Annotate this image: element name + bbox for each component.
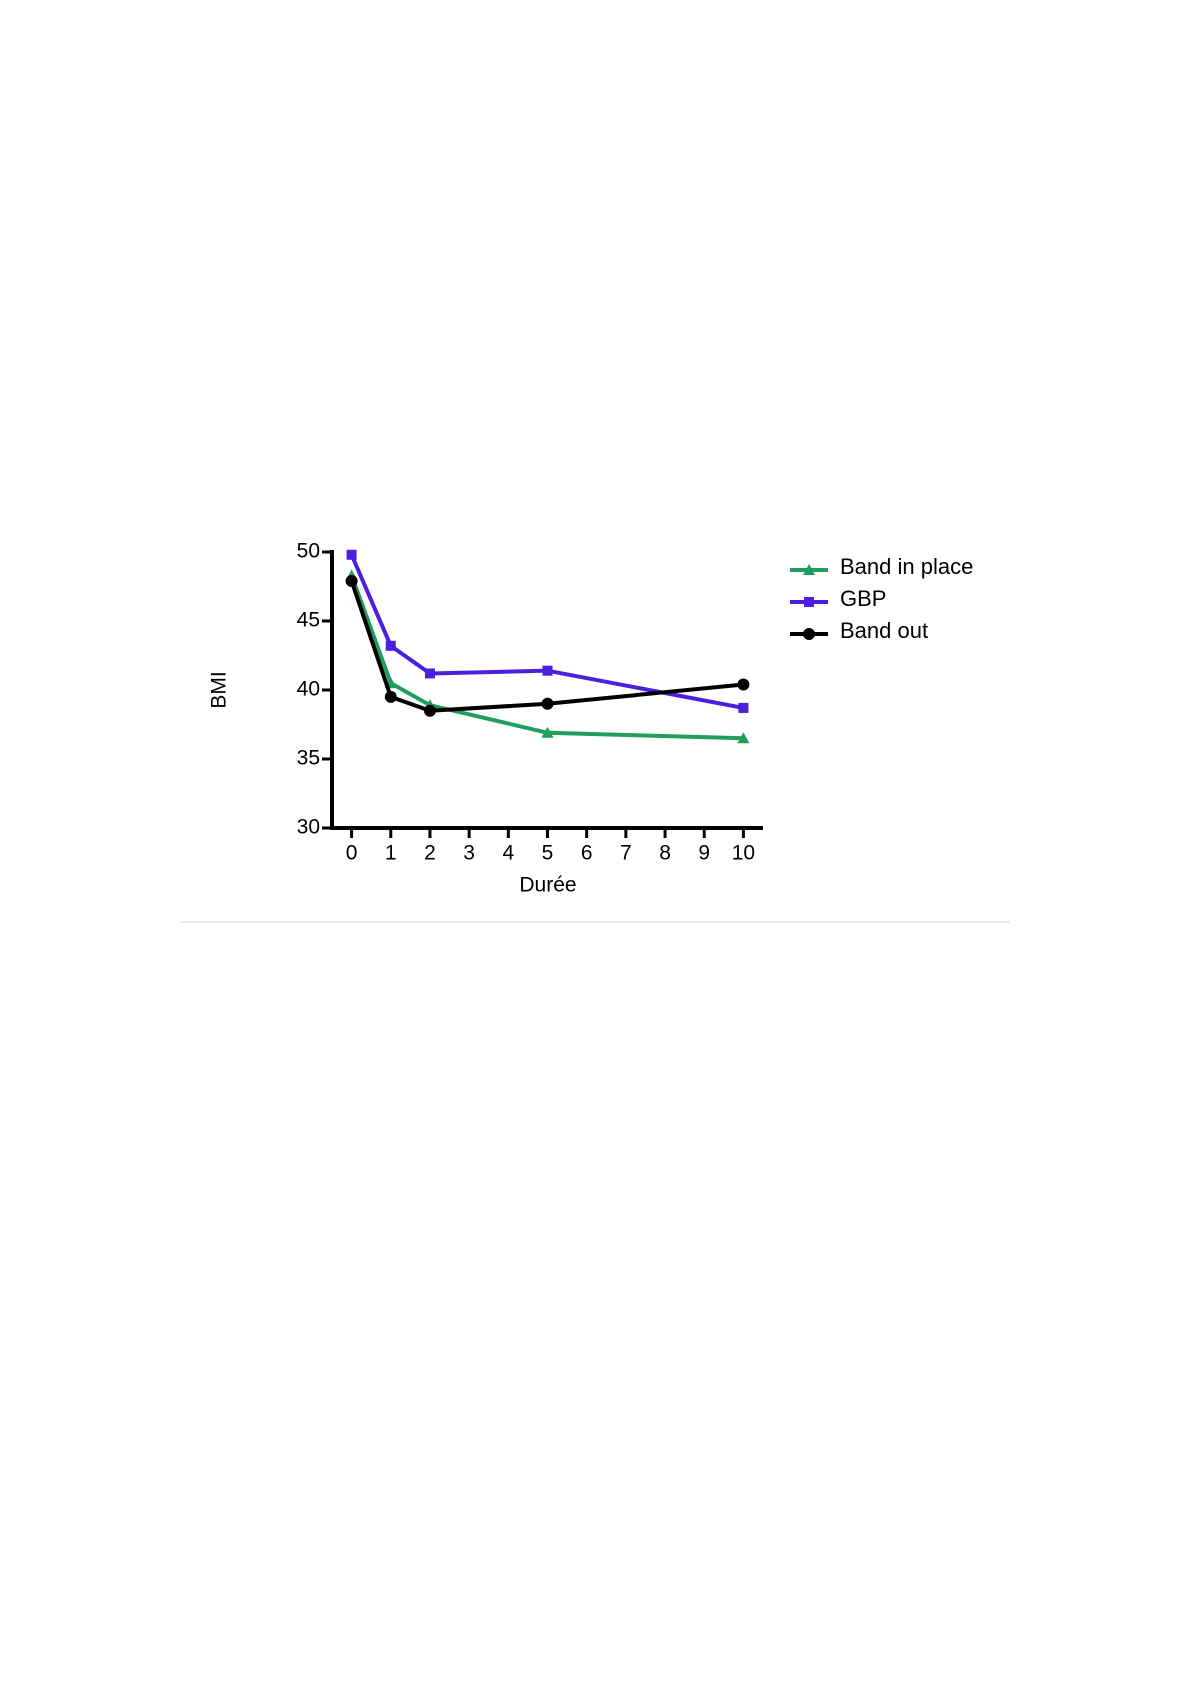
marker [738,702,749,713]
y-tick-label: 40 [297,678,320,701]
legend-marker [803,564,815,575]
y-tick-label: 45 [297,609,320,632]
series-line [349,580,744,713]
marker [541,726,554,738]
x-tick-label: 2 [424,842,436,865]
legend-label: Band out [840,618,928,643]
x-tick-label: 5 [542,842,554,865]
x-tick-label: 0 [346,842,358,865]
x-tick-label: 3 [463,842,475,865]
series-line [349,553,744,710]
x-tick-label: 1 [385,842,397,865]
x-axis-label: Durée [519,874,576,897]
legend-label: Band in place [840,554,973,579]
legend-marker [804,597,814,607]
x-tick-label: 7 [620,842,632,865]
marker [541,697,554,710]
y-tick-label: 35 [297,747,320,770]
marker [424,668,435,679]
x-tick-label: 6 [581,842,593,865]
y-tick-label: 50 [297,540,320,563]
marker [542,665,553,676]
x-tick-label: 10 [732,842,755,865]
y-tick-label: 30 [297,816,320,839]
marker [346,549,357,560]
marker [423,704,436,717]
legend-label: GBP [840,586,886,611]
series-line [349,574,744,741]
marker [345,574,358,587]
legend-marker [803,628,815,640]
x-tick-label: 9 [698,842,710,865]
x-tick-label: 4 [502,842,514,865]
x-tick-label: 8 [659,842,671,865]
y-axis-label: BMI [208,671,231,708]
marker [737,678,750,691]
marker [384,690,397,703]
marker [737,732,750,744]
marker [385,640,396,651]
